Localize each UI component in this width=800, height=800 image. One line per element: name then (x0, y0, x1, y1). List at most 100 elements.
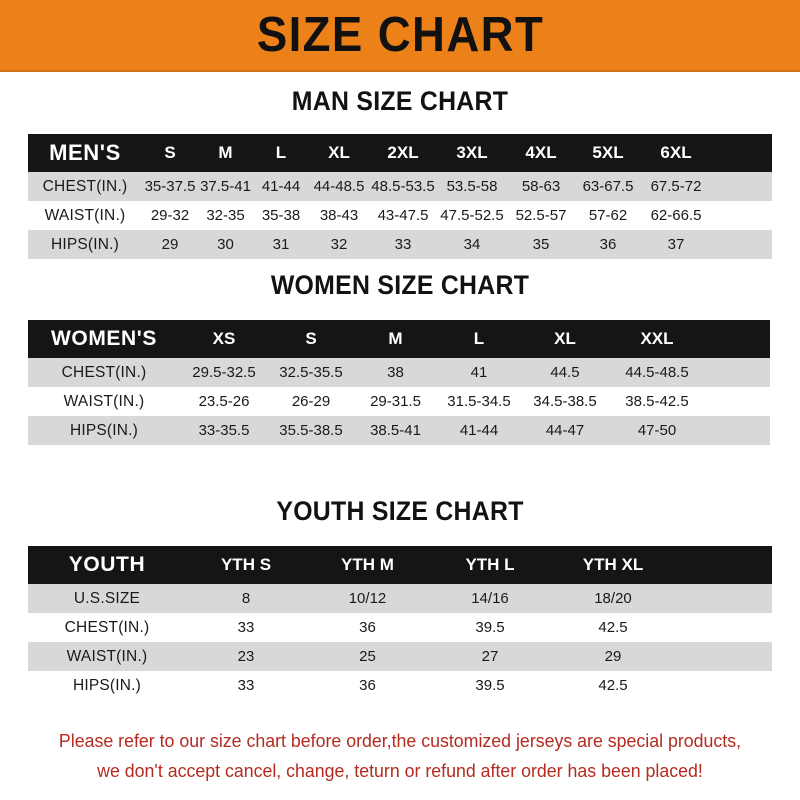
men-cell: 29 (142, 230, 198, 259)
women-col-header: M (354, 320, 437, 358)
table-header-row: WOMEN'S XS S M L XL XXL (28, 320, 770, 358)
women-cell: 44-47 (521, 416, 609, 445)
banner: SIZE CHART (0, 0, 800, 72)
table-row: CHEST(IN.) 29.5-32.5 32.5-35.5 38 41 44.… (28, 358, 770, 387)
men-col-header: M (198, 134, 253, 172)
youth-col-header: YTH M (306, 546, 429, 584)
section-title-women: WOMEN SIZE CHART (270, 270, 530, 300)
men-col-header: L (253, 134, 309, 172)
women-cell: 38.5-42.5 (609, 387, 705, 416)
youth-row-label: WAIST(IN.) (28, 642, 186, 671)
women-cell: 32.5-35.5 (268, 358, 354, 387)
men-header-spacer (711, 134, 772, 172)
men-cell: 38-43 (309, 201, 369, 230)
women-row-label: HIPS(IN.) (28, 416, 180, 445)
youth-cell: 33 (186, 613, 306, 642)
women-cell: 23.5-26 (180, 387, 268, 416)
youth-header-label: YOUTH (28, 546, 186, 584)
youth-cell: 36 (306, 671, 429, 700)
men-header-label: MEN'S (28, 134, 142, 172)
women-row-spacer (705, 387, 770, 416)
youth-row-label: CHEST(IN.) (28, 613, 186, 642)
youth-cell: 36 (306, 613, 429, 642)
women-cell: 34.5-38.5 (521, 387, 609, 416)
men-size-table: MEN'S S M L XL 2XL 3XL 4XL 5XL 6XL CHEST… (28, 134, 772, 259)
section-title-men: MAN SIZE CHART (291, 86, 509, 116)
men-col-header: 5XL (575, 134, 641, 172)
women-col-header: S (268, 320, 354, 358)
youth-row-spacer (675, 613, 772, 642)
men-col-header: 6XL (641, 134, 711, 172)
youth-cell: 18/20 (551, 584, 675, 613)
women-row-spacer (705, 358, 770, 387)
men-cell: 35 (507, 230, 575, 259)
men-cell: 41-44 (253, 172, 309, 201)
youth-row-spacer (675, 642, 772, 671)
men-cell: 32 (309, 230, 369, 259)
youth-cell: 42.5 (551, 671, 675, 700)
youth-cell: 33 (186, 671, 306, 700)
men-cell: 34 (437, 230, 507, 259)
men-cell: 47.5-52.5 (437, 201, 507, 230)
women-col-header: XL (521, 320, 609, 358)
women-size-table: WOMEN'S XS S M L XL XXL CHEST(IN.) 29.5-… (28, 320, 770, 445)
women-cell: 26-29 (268, 387, 354, 416)
women-header-spacer (705, 320, 770, 358)
youth-col-header: YTH L (429, 546, 551, 584)
women-col-header: XS (180, 320, 268, 358)
women-header-label: WOMEN'S (28, 320, 180, 358)
men-col-header: 3XL (437, 134, 507, 172)
table-row: HIPS(IN.) 33 36 39.5 42.5 (28, 671, 772, 700)
section-title-youth: YOUTH SIZE CHART (276, 496, 524, 526)
men-row-label: CHEST(IN.) (28, 172, 142, 201)
men-row-label: HIPS(IN.) (28, 230, 142, 259)
youth-cell: 23 (186, 642, 306, 671)
youth-row-label: U.S.SIZE (28, 584, 186, 613)
women-table-body: WOMEN'S XS S M L XL XXL CHEST(IN.) 29.5-… (28, 320, 770, 445)
youth-cell: 42.5 (551, 613, 675, 642)
men-cell: 36 (575, 230, 641, 259)
men-col-header: XL (309, 134, 369, 172)
table-row: U.S.SIZE 8 10/12 14/16 18/20 (28, 584, 772, 613)
women-cell: 31.5-34.5 (437, 387, 521, 416)
table-row: WAIST(IN.) 29-32 32-35 35-38 38-43 43-47… (28, 201, 772, 230)
men-cell: 48.5-53.5 (369, 172, 437, 201)
men-cell: 44-48.5 (309, 172, 369, 201)
men-table-body: MEN'S S M L XL 2XL 3XL 4XL 5XL 6XL CHEST… (28, 134, 772, 259)
men-cell: 30 (198, 230, 253, 259)
youth-cell: 27 (429, 642, 551, 671)
youth-header-spacer (675, 546, 772, 584)
women-row-label: CHEST(IN.) (28, 358, 180, 387)
youth-cell: 29 (551, 642, 675, 671)
men-cell: 33 (369, 230, 437, 259)
table-header-row: YOUTH YTH S YTH M YTH L YTH XL (28, 546, 772, 584)
women-cell: 29.5-32.5 (180, 358, 268, 387)
youth-row-label: HIPS(IN.) (28, 671, 186, 700)
women-cell: 44.5 (521, 358, 609, 387)
women-cell: 35.5-38.5 (268, 416, 354, 445)
youth-cell: 14/16 (429, 584, 551, 613)
men-row-spacer (711, 230, 772, 259)
men-col-header: 2XL (369, 134, 437, 172)
men-cell: 53.5-58 (437, 172, 507, 201)
men-col-header: 4XL (507, 134, 575, 172)
men-cell: 37.5-41 (198, 172, 253, 201)
women-cell: 41 (437, 358, 521, 387)
youth-size-table: YOUTH YTH S YTH M YTH L YTH XL U.S.SIZE … (28, 546, 772, 700)
men-cell: 63-67.5 (575, 172, 641, 201)
men-cell: 62-66.5 (641, 201, 711, 230)
men-cell: 57-62 (575, 201, 641, 230)
men-row-spacer (711, 172, 772, 201)
youth-table-body: YOUTH YTH S YTH M YTH L YTH XL U.S.SIZE … (28, 546, 772, 700)
table-row: WAIST(IN.) 23.5-26 26-29 29-31.5 31.5-34… (28, 387, 770, 416)
women-col-header: XXL (609, 320, 705, 358)
men-cell: 43-47.5 (369, 201, 437, 230)
women-cell: 38 (354, 358, 437, 387)
youth-col-header: YTH S (186, 546, 306, 584)
men-row-label: WAIST(IN.) (28, 201, 142, 230)
women-cell: 41-44 (437, 416, 521, 445)
men-cell: 35-38 (253, 201, 309, 230)
disclaimer-note: Please refer to our size chart before or… (16, 726, 784, 786)
table-row: HIPS(IN.) 29 30 31 32 33 34 35 36 37 (28, 230, 772, 259)
